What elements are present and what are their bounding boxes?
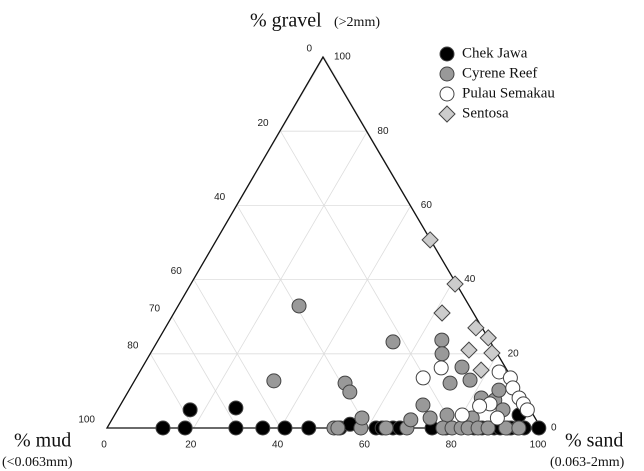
data-point — [421, 231, 439, 249]
right-axis-unit: (0.063-2mm) — [550, 455, 625, 470]
legend-label: Pulau Semakau — [462, 85, 555, 101]
gravel-tick-label: 80 — [377, 126, 389, 137]
data-point — [439, 407, 455, 423]
data-point — [472, 361, 490, 379]
top-axis-title: % gravel — [250, 10, 322, 32]
data-point — [415, 370, 431, 386]
data-point — [155, 420, 171, 436]
mud-tick-label: 80 — [127, 340, 139, 351]
grid-line — [150, 353, 195, 429]
grid-line — [367, 279, 455, 429]
data-point — [462, 372, 478, 388]
legend-label: Sentosa — [462, 105, 509, 121]
legend-label: Cyrene Reef — [462, 65, 537, 81]
data-point — [228, 420, 244, 436]
data-point — [291, 298, 307, 314]
mud-tick-label: 40 — [214, 192, 226, 203]
data-point — [277, 420, 293, 436]
data-point — [519, 402, 535, 418]
data-point — [301, 420, 317, 436]
data-point — [378, 420, 394, 436]
grid-line — [193, 130, 368, 429]
legend-marker — [439, 86, 455, 102]
mud-tick-label: 70 — [149, 303, 161, 314]
data-point — [454, 407, 470, 423]
grid-line — [280, 205, 412, 429]
data-point — [467, 319, 485, 337]
data-point — [228, 400, 244, 416]
data-point — [403, 412, 419, 428]
data-point — [479, 329, 497, 347]
data-point — [442, 375, 458, 391]
data-point — [434, 346, 450, 362]
data-point — [446, 275, 464, 293]
data-point — [434, 332, 450, 348]
data-point — [342, 384, 358, 400]
gravel-tick-label: 0 — [551, 423, 557, 434]
data-point — [433, 360, 449, 376]
data-point — [255, 420, 271, 436]
left-axis-unit: (<0.063mm) — [2, 455, 73, 470]
legend-marker — [439, 46, 455, 62]
sand-tick-label: 40 — [272, 440, 284, 451]
sand-tick-label: 20 — [185, 440, 197, 451]
data-point — [266, 373, 282, 389]
sand-tick-label: 100 — [530, 440, 547, 451]
data-point — [472, 398, 488, 414]
data-point — [460, 341, 478, 359]
data-point — [489, 410, 505, 426]
data-point — [531, 420, 547, 436]
legend-label: Chek Jawa — [462, 45, 528, 61]
data-point — [480, 420, 496, 436]
legend-marker — [439, 66, 455, 82]
data-point — [454, 359, 470, 375]
data-point — [491, 382, 507, 398]
data-point — [415, 397, 431, 413]
grid-line — [171, 316, 238, 429]
data-point — [182, 402, 198, 418]
mud-tick-label: 0 — [306, 44, 312, 55]
left-axis-title: % mud — [14, 430, 71, 452]
data-point — [422, 410, 438, 426]
data-point — [177, 420, 193, 436]
data-point — [483, 344, 501, 362]
gravel-tick-label: 40 — [464, 274, 476, 285]
data-point — [354, 410, 370, 426]
data-point — [511, 420, 527, 436]
legend-marker — [438, 105, 456, 123]
sand-tick-label: 60 — [359, 440, 371, 451]
data-point — [433, 304, 451, 322]
gravel-tick-label: 20 — [508, 348, 520, 359]
gravel-tick-label: 60 — [421, 200, 433, 211]
top-axis-unit: (>2mm) — [334, 15, 380, 30]
data-point — [330, 420, 346, 436]
right-axis-title: % sand — [565, 430, 623, 452]
mud-tick-label: 60 — [171, 266, 183, 277]
sand-tick-label: 0 — [101, 440, 107, 451]
gravel-tick-label: 100 — [334, 52, 351, 63]
sand-tick-label: 80 — [446, 440, 458, 451]
mud-tick-label: 100 — [78, 415, 95, 426]
data-point — [385, 334, 401, 350]
mud-tick-label: 20 — [257, 118, 269, 129]
